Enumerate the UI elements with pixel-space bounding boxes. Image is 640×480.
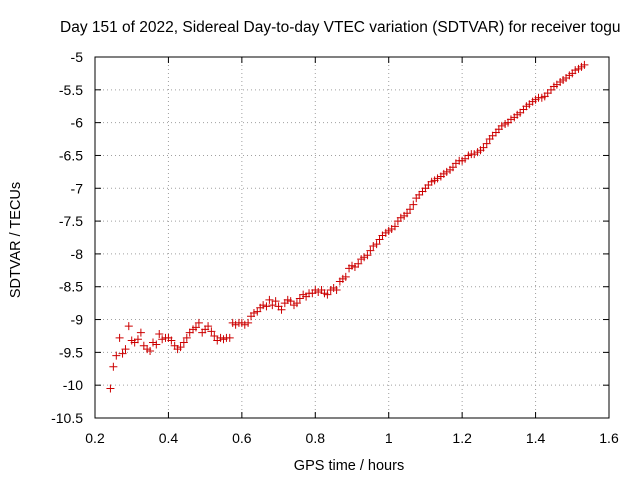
data-point xyxy=(176,343,185,352)
data-point xyxy=(115,333,124,342)
data-point xyxy=(350,263,359,272)
data-point xyxy=(516,108,525,117)
data-point xyxy=(332,286,341,295)
data-point xyxy=(396,213,405,222)
chart-title: Day 151 of 2022, Sidereal Day-to-day VTE… xyxy=(60,19,621,36)
x-tick-label: 1.6 xyxy=(599,430,619,446)
x-tick-label: 1 xyxy=(385,430,393,446)
data-point xyxy=(231,320,240,329)
data-point xyxy=(106,384,115,393)
data-point xyxy=(409,200,418,209)
data-point xyxy=(249,308,258,317)
data-point xyxy=(406,205,415,214)
data-point xyxy=(225,333,234,342)
data-point xyxy=(277,305,286,314)
y-tick-label: -6 xyxy=(71,115,84,131)
y-tick-label: -7.5 xyxy=(59,213,83,229)
x-tick-label: 1.4 xyxy=(526,430,546,446)
data-point xyxy=(482,139,491,148)
y-tick-label: -9.5 xyxy=(59,344,83,360)
data-point xyxy=(497,121,506,130)
data-point xyxy=(262,302,271,311)
data-point xyxy=(323,290,332,299)
data-point xyxy=(295,294,304,303)
data-point xyxy=(479,143,488,152)
y-tick-label: -10 xyxy=(63,377,83,393)
x-tick-label: 0.6 xyxy=(232,430,252,446)
x-tick-label: 1.2 xyxy=(452,430,472,446)
data-point xyxy=(210,331,219,340)
data-point xyxy=(182,333,191,342)
y-tick-label: -9 xyxy=(71,312,84,328)
data-point xyxy=(366,246,375,255)
data-point xyxy=(191,323,200,332)
y-axis-label: SDTVAR / TECUs xyxy=(8,182,24,298)
data-point xyxy=(372,240,381,249)
axis-ticks: 0.2 0.4 0.6 0.8 1 1.2 1.4 1.6 -10.5 -10 -9.5 -9 -8.5… xyxy=(51,49,619,446)
x-tick-label: 0.4 xyxy=(159,430,179,446)
data-point xyxy=(268,301,277,310)
data-point xyxy=(167,336,176,345)
data-point xyxy=(207,327,216,336)
data-point xyxy=(194,318,203,327)
data-point xyxy=(124,322,133,331)
data-point xyxy=(571,66,580,75)
data-point xyxy=(314,287,323,296)
y-tick-label: -8.5 xyxy=(59,279,83,295)
data-point xyxy=(363,251,372,260)
data-point xyxy=(158,335,167,344)
data-point xyxy=(488,131,497,140)
data-point xyxy=(580,60,589,69)
data-point xyxy=(341,272,350,281)
data-point xyxy=(543,89,552,98)
data-point xyxy=(152,340,161,349)
y-tick-label: -8 xyxy=(71,246,84,262)
data-point xyxy=(146,347,155,356)
data-point xyxy=(433,174,442,183)
data-point xyxy=(506,115,515,124)
data-point xyxy=(179,338,188,347)
data-point xyxy=(121,345,130,354)
x-tick-label: 0.8 xyxy=(306,430,326,446)
data-point xyxy=(136,328,145,337)
data-point xyxy=(259,301,268,310)
data-point xyxy=(424,180,433,189)
data-point xyxy=(360,253,369,262)
data-point xyxy=(185,328,194,337)
data-point xyxy=(155,329,164,338)
data-point xyxy=(369,242,378,251)
data-point xyxy=(354,259,363,268)
grid xyxy=(95,57,609,418)
data-point xyxy=(442,167,451,176)
y-tick-label: -6.5 xyxy=(59,147,83,163)
data-point xyxy=(470,150,479,159)
y-tick-label: -10.5 xyxy=(51,410,83,426)
y-tick-label: -5.5 xyxy=(59,82,83,98)
data-point xyxy=(271,297,280,306)
y-tick-label: -5 xyxy=(71,49,84,65)
data-point xyxy=(265,295,274,304)
data-point xyxy=(204,322,213,331)
data-point xyxy=(390,222,399,231)
data-point xyxy=(240,320,249,329)
data-point xyxy=(415,190,424,199)
data-point xyxy=(292,299,301,308)
data-point xyxy=(286,297,295,306)
data-points xyxy=(106,60,589,393)
data-point xyxy=(130,338,139,347)
y-tick-label: -7 xyxy=(71,180,84,196)
data-point xyxy=(149,338,158,347)
data-point xyxy=(461,154,470,163)
x-tick-label: 0.2 xyxy=(85,430,105,446)
data-point xyxy=(244,318,253,327)
data-point xyxy=(112,351,121,360)
data-point xyxy=(133,335,142,344)
data-point xyxy=(109,362,118,371)
data-point xyxy=(118,349,127,358)
data-point xyxy=(139,341,148,350)
plot-frame xyxy=(94,56,610,419)
x-axis-label: GPS time / hours xyxy=(294,458,404,474)
